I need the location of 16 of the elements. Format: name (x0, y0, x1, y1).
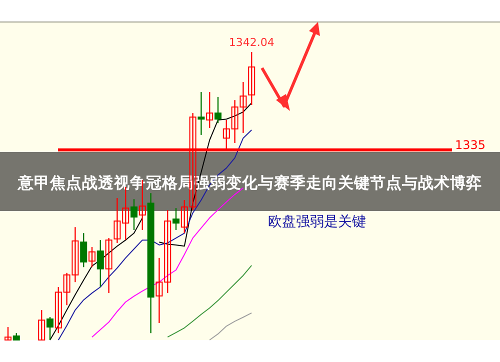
candlestick (248, 51, 256, 106)
text: 欧盘强弱是关键 (268, 214, 366, 230)
candlestick (214, 96, 222, 124)
candlestick (96, 239, 104, 288)
candlestick (88, 246, 96, 268)
candlestick (130, 198, 138, 231)
candlestick (80, 232, 88, 268)
candlestick (206, 91, 214, 129)
candlestick (105, 237, 112, 294)
candlestick (172, 207, 180, 231)
annotation: 1342.04 (228, 36, 274, 49)
candlestick (4, 326, 12, 341)
text: 1335 (455, 138, 486, 152)
candlestick (38, 309, 46, 341)
candlestick (46, 316, 54, 341)
candlestick (198, 91, 205, 136)
